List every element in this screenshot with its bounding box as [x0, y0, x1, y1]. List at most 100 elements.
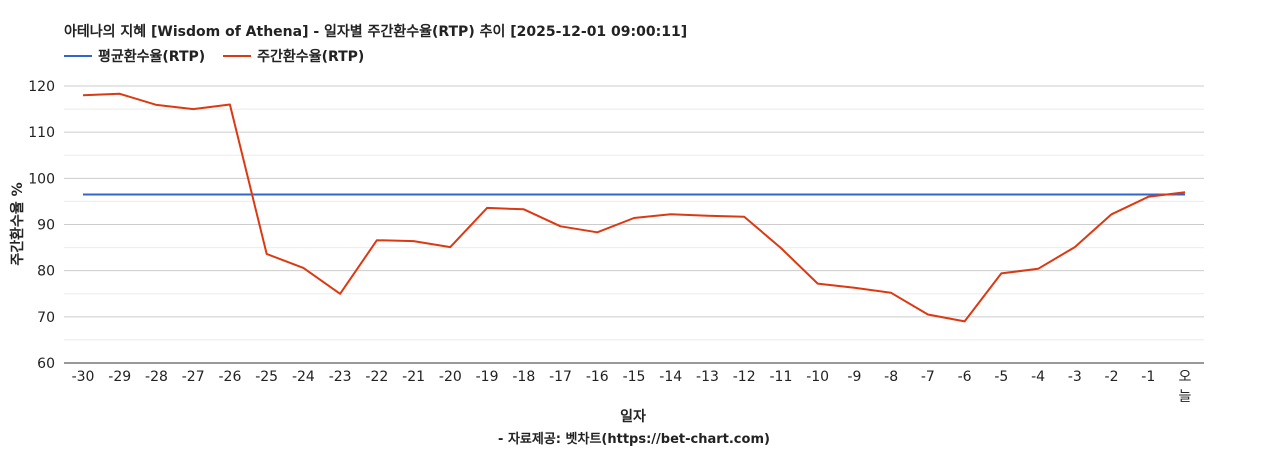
series-lines: [82, 92, 1186, 323]
source-note: - 자료제공: 벳차트(https://bet-chart.com): [498, 432, 770, 447]
x-tick-label: -26: [218, 369, 241, 385]
y-tick-label: 100: [28, 171, 55, 187]
data-point-average-rtp: [192, 193, 194, 195]
grid-lines: [64, 85, 1204, 364]
data-point-weekly-rtp: [413, 240, 415, 242]
data-point-average-rtp: [927, 193, 929, 195]
data-point-weekly-rtp: [449, 246, 451, 248]
data-point-average-rtp: [119, 193, 121, 195]
x-tick-label: -5: [994, 369, 1008, 385]
x-tick-label: -11: [769, 369, 792, 385]
data-point-weekly-rtp: [670, 213, 672, 215]
data-point-weekly-rtp: [302, 267, 304, 269]
x-tick-label: -22: [365, 369, 388, 385]
data-point-weekly-rtp: [927, 314, 929, 316]
data-point-average-rtp: [302, 193, 304, 195]
data-point-average-rtp: [817, 193, 819, 195]
x-tick-label: -8: [884, 369, 898, 385]
y-tick-label: 90: [37, 218, 55, 234]
data-point-average-rtp: [413, 193, 415, 195]
data-point-average-rtp: [486, 193, 488, 195]
data-point-average-rtp: [1000, 193, 1002, 195]
chart-title: 아테나의 지혜 [Wisdom of Athena] - 일자별 주간환수율(R…: [64, 24, 688, 40]
x-tick-label: -4: [1031, 369, 1045, 385]
legend-swatch-average: [64, 55, 92, 57]
data-point-average-rtp: [743, 193, 745, 195]
x-tick-label: -27: [182, 369, 205, 385]
x-tick-label: -3: [1068, 369, 1082, 385]
y-tick-label: 110: [28, 125, 55, 141]
x-tick-label: -30: [72, 369, 95, 385]
x-tick-label: -2: [1105, 369, 1119, 385]
x-tick-label: -18: [512, 369, 535, 385]
data-point-average-rtp: [1037, 193, 1039, 195]
data-point-weekly-rtp: [229, 103, 231, 105]
x-tick-label: -17: [549, 369, 572, 385]
data-point-average-rtp: [1074, 193, 1076, 195]
data-point-weekly-rtp: [82, 94, 84, 96]
data-point-average-rtp: [82, 193, 84, 195]
data-point-weekly-rtp: [1037, 268, 1039, 270]
data-point-weekly-rtp: [1147, 196, 1149, 198]
x-tick-label: -10: [806, 369, 829, 385]
data-point-weekly-rtp: [596, 231, 598, 233]
axes: 60 70 80 90 100 110 120 -30 -29 -28 -27 -26 -25 -24 -2…: [28, 79, 1191, 405]
x-tick-label: -9: [847, 369, 861, 385]
data-point-average-rtp: [523, 193, 525, 195]
data-point-weekly-rtp: [1111, 213, 1113, 215]
legend-label-average: 평균환수율(RTP): [98, 49, 206, 65]
x-tick-label: -12: [733, 369, 756, 385]
data-point-average-rtp: [376, 193, 378, 195]
x-tick-label: -21: [402, 369, 425, 385]
y-tick-label: 80: [37, 264, 55, 280]
data-point-weekly-rtp: [339, 293, 341, 295]
data-point-weekly-rtp: [266, 253, 268, 255]
x-tick-label: -19: [476, 369, 499, 385]
data-point-average-rtp: [155, 193, 157, 195]
x-tick-label: -6: [958, 369, 972, 385]
legend-swatch-weekly: [223, 55, 252, 57]
data-point-average-rtp: [1184, 193, 1186, 195]
data-point-weekly-rtp: [780, 247, 782, 249]
x-tick-label: -15: [623, 369, 646, 385]
x-tick-label: -29: [108, 369, 131, 385]
data-point-average-rtp: [229, 193, 231, 195]
data-point-average-rtp: [780, 193, 782, 195]
data-point-weekly-rtp: [633, 217, 635, 219]
x-axis-title: 일자: [620, 409, 646, 425]
data-point-weekly-rtp: [890, 292, 892, 294]
x-tick-label: -25: [255, 369, 278, 385]
series-line-weekly-rtp: [82, 92, 1186, 323]
data-point-average-rtp: [339, 193, 341, 195]
x-tick-label: -1: [1141, 369, 1155, 385]
data-point-average-rtp: [1147, 193, 1149, 195]
data-point-average-rtp: [560, 193, 562, 195]
y-tick-label: 70: [37, 310, 55, 326]
x-tick-label: 오: [1179, 369, 1192, 385]
data-point-weekly-rtp: [486, 207, 488, 209]
legend-item-average[interactable]: 평균환수율(RTP): [64, 46, 205, 66]
x-tick-label: -24: [292, 369, 315, 385]
x-tick-label: -7: [921, 369, 935, 385]
x-tick-label: -20: [439, 369, 462, 385]
data-point-average-rtp: [706, 193, 708, 195]
data-point-weekly-rtp: [155, 104, 157, 106]
data-point-weekly-rtp: [706, 215, 708, 217]
data-point-weekly-rtp: [1184, 191, 1186, 193]
legend-item-weekly[interactable]: 주간환수율(RTP): [223, 46, 364, 66]
data-point-weekly-rtp: [964, 320, 966, 322]
x-tick-label: -14: [659, 369, 682, 385]
data-point-average-rtp: [449, 193, 451, 195]
x-tick-label: -16: [586, 369, 609, 385]
y-axis-title: 주간환수율 %: [9, 182, 26, 265]
data-point-average-rtp: [670, 193, 672, 195]
data-point-weekly-rtp: [560, 225, 562, 227]
data-point-weekly-rtp: [523, 208, 525, 210]
data-point-average-rtp: [890, 193, 892, 195]
data-point-weekly-rtp: [119, 93, 121, 95]
x-tick-label: 늘: [1179, 389, 1192, 405]
data-point-average-rtp: [1111, 193, 1113, 195]
legend-label-weekly: 주간환수율(RTP): [257, 49, 365, 65]
data-point-average-rtp: [964, 193, 966, 195]
